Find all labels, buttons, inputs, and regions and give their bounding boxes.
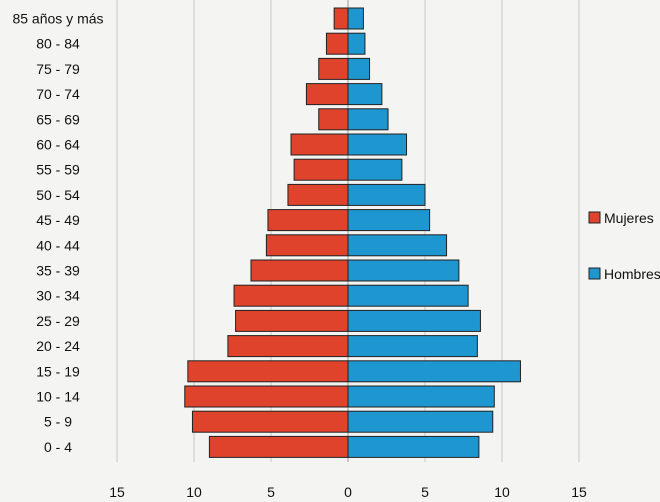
bar-mujeres-16 <box>191 410 349 433</box>
x-tick-0: 15 <box>109 484 125 500</box>
bar-hombres-3 <box>347 83 383 106</box>
bar-mujeres-17 <box>208 435 349 458</box>
bar-hombres-11 <box>347 284 469 307</box>
x-tick-2: 5 <box>267 484 275 500</box>
bar-hombres-7 <box>347 183 426 206</box>
bar-mujeres-5 <box>290 133 349 156</box>
bar-hombres-17 <box>347 435 480 458</box>
category-label-5: 60 - 64 <box>36 137 80 153</box>
bar-hombres-6 <box>347 158 403 181</box>
legend: Mujeres Hombres <box>588 210 660 282</box>
bar-hombres-8 <box>347 209 431 232</box>
bars <box>184 7 521 458</box>
category-label-6: 55 - 59 <box>36 162 80 178</box>
legend-swatch-0 <box>588 211 601 224</box>
bar-hombres-5 <box>347 133 408 156</box>
category-labels: 85 años y más 80 - 84 75 - 79 70 - 74 65 - 6… <box>12 11 103 455</box>
bar-mujeres-11 <box>233 284 349 307</box>
category-label-10: 35 - 39 <box>36 263 80 279</box>
bar-mujeres-6 <box>293 158 349 181</box>
category-label-11: 30 - 34 <box>36 288 80 304</box>
bar-hombres-0 <box>347 7 364 30</box>
bar-mujeres-2 <box>318 57 349 80</box>
x-tick-4: 5 <box>421 484 429 500</box>
bar-mujeres-10 <box>250 259 349 282</box>
bar-mujeres-4 <box>318 108 349 131</box>
category-label-7: 50 - 54 <box>36 187 80 203</box>
bar-hombres-13 <box>347 335 478 358</box>
category-label-14: 15 - 19 <box>36 363 80 379</box>
bar-hombres-2 <box>347 57 371 80</box>
legend-label-0: Mujeres <box>604 210 654 226</box>
x-tick-1: 10 <box>186 484 202 500</box>
category-label-9: 40 - 44 <box>36 237 80 253</box>
bar-mujeres-15 <box>184 385 349 408</box>
bar-hombres-15 <box>347 385 495 408</box>
category-label-1: 80 - 84 <box>36 36 80 52</box>
bar-mujeres-14 <box>187 360 349 383</box>
bar-hombres-14 <box>347 360 521 383</box>
legend-swatch-1 <box>588 267 601 280</box>
category-label-0: 85 años y más <box>12 11 103 27</box>
x-tick-3: 0 <box>344 484 352 500</box>
bar-mujeres-13 <box>227 335 349 358</box>
category-label-15: 10 - 14 <box>36 389 80 405</box>
legend-label-1: Hombres <box>604 266 660 282</box>
category-label-3: 70 - 74 <box>36 86 80 102</box>
bar-hombres-4 <box>347 108 389 131</box>
bar-hombres-10 <box>347 259 460 282</box>
bar-mujeres-0 <box>333 7 349 30</box>
bar-mujeres-12 <box>235 309 349 332</box>
category-label-4: 65 - 69 <box>36 111 80 127</box>
bar-hombres-9 <box>347 234 448 257</box>
x-tick-labels: 15 10 5 0 5 10 15 <box>109 484 587 500</box>
x-tick-5: 10 <box>494 484 510 500</box>
category-label-8: 45 - 49 <box>36 212 80 228</box>
category-label-13: 20 - 24 <box>36 338 80 354</box>
category-label-17: 0 - 4 <box>44 439 72 455</box>
bar-mujeres-8 <box>267 209 349 232</box>
category-label-12: 25 - 29 <box>36 313 80 329</box>
bar-hombres-16 <box>347 410 494 433</box>
category-label-2: 75 - 79 <box>36 61 80 77</box>
bar-mujeres-7 <box>287 183 349 206</box>
bar-mujeres-1 <box>325 32 349 55</box>
bar-hombres-12 <box>347 309 481 332</box>
category-label-16: 5 - 9 <box>44 414 72 430</box>
bar-hombres-1 <box>347 32 366 55</box>
x-tick-6: 15 <box>571 484 587 500</box>
bar-mujeres-3 <box>305 83 349 106</box>
bar-mujeres-9 <box>265 234 349 257</box>
